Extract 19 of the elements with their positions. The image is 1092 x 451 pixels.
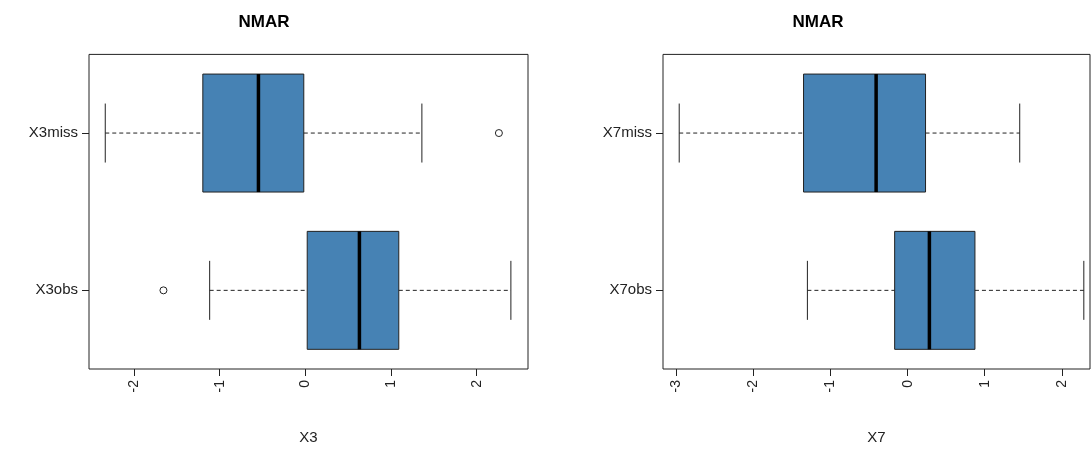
x-tick-label: -2 [125, 379, 142, 393]
x-tick-label: -1 [210, 379, 227, 393]
chart-title: NMAR [792, 11, 844, 31]
x-tick-label: 2 [1053, 379, 1070, 388]
x-tick-label: -2 [744, 379, 761, 393]
y-tick-label: X7obs [609, 280, 652, 298]
x-axis-title: X7 [867, 428, 886, 446]
x-tick-label: 1 [975, 379, 992, 388]
x-tick-label: 2 [467, 379, 484, 388]
x-tick-label: -3 [666, 379, 683, 393]
y-tick-label: X7miss [602, 123, 652, 141]
x-axis-title: X3 [299, 428, 318, 446]
chart-title: NMAR [238, 11, 290, 31]
x-tick-label: 0 [296, 379, 313, 388]
x-tick-label: 1 [381, 379, 398, 388]
x-tick-label: 0 [898, 379, 915, 388]
x-tick-label: -1 [821, 379, 838, 393]
y-tick-label: X3obs [35, 280, 78, 298]
y-tick-label: X3miss [28, 123, 78, 141]
